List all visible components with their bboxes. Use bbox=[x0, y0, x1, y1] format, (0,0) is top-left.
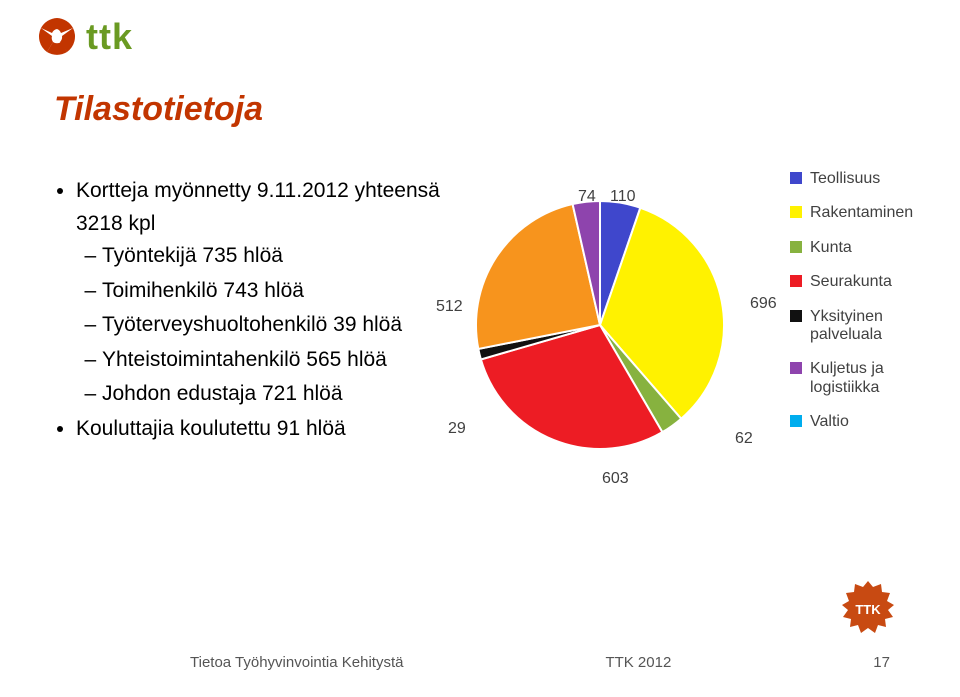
legend-swatch bbox=[790, 362, 802, 374]
legend-label: Valtio bbox=[810, 413, 849, 431]
legend-item: Yksityinen palveluala bbox=[790, 308, 940, 345]
legend-item: Kuljetus ja logistiikka bbox=[790, 360, 940, 397]
logo-icon bbox=[34, 14, 80, 60]
bullet-main-2: Kouluttajia koulutettu 91 hlöä bbox=[76, 413, 454, 446]
bullet-main-1: Kortteja myönnetty 9.11.2012 yhteensä 32… bbox=[76, 179, 440, 235]
footer-right: 17 bbox=[873, 654, 890, 671]
bullet-sub-1: Työntekijä 735 hlöä bbox=[102, 240, 454, 273]
pie-value-label: 29 bbox=[448, 420, 466, 438]
legend-label: Seurakunta bbox=[810, 273, 892, 291]
legend-label: Teollisuus bbox=[810, 170, 880, 188]
legend-swatch bbox=[790, 415, 802, 427]
bullet-sub-5: Johdon edustaja 721 hlöä bbox=[102, 378, 454, 411]
legend-swatch bbox=[790, 206, 802, 218]
page-title: Tilastotietoja bbox=[54, 90, 263, 129]
legend-swatch bbox=[790, 241, 802, 253]
legend-label: Kuljetus ja logistiikka bbox=[810, 360, 940, 397]
bullet-sub-4: Yhteistoimintahenkilö 565 hlöä bbox=[102, 344, 454, 377]
body-text: Kortteja myönnetty 9.11.2012 yhteensä 32… bbox=[54, 175, 454, 447]
legend-item: Seurakunta bbox=[790, 273, 940, 291]
legend-label: Rakentaminen bbox=[810, 204, 913, 222]
pie-svg-holder bbox=[430, 170, 770, 495]
pie-value-label: 74 bbox=[578, 188, 596, 206]
svg-text:TTK: TTK bbox=[855, 602, 881, 617]
pie-svg bbox=[430, 170, 770, 490]
footer-center: TTK 2012 bbox=[605, 654, 671, 671]
pie-chart: 110 74 696 62 603 29 512 Teollisuus Rakentamine… bbox=[430, 170, 940, 490]
footer-left: Tietoa Työhyvinvointia Kehitystä bbox=[190, 654, 403, 671]
legend-swatch bbox=[790, 310, 802, 322]
legend-label: Yksityinen palveluala bbox=[810, 308, 940, 345]
legend-item: Teollisuus bbox=[790, 170, 940, 188]
bullet-sub-3: Työterveyshuoltohenkilö 39 hlöä bbox=[102, 309, 454, 342]
legend-item: Kunta bbox=[790, 239, 940, 257]
pie-value-label: 696 bbox=[750, 295, 777, 313]
footer-stamp-icon: TTK bbox=[838, 579, 898, 639]
legend-swatch bbox=[790, 275, 802, 287]
pie-value-label: 603 bbox=[602, 470, 629, 488]
footer: Tietoa Työhyvinvointia Kehitystä TTK 201… bbox=[0, 654, 960, 671]
legend-label: Kunta bbox=[810, 239, 852, 257]
legend-item: Rakentaminen bbox=[790, 204, 940, 222]
pie-value-label: 512 bbox=[436, 298, 463, 316]
pie-value-label: 62 bbox=[735, 430, 753, 448]
legend-item: Valtio bbox=[790, 413, 940, 431]
logo-text: ttk bbox=[86, 16, 133, 58]
logo: ttk bbox=[34, 14, 133, 60]
legend-swatch bbox=[790, 172, 802, 184]
bullet-sub-2: Toimihenkilö 743 hlöä bbox=[102, 275, 454, 308]
pie-value-label: 110 bbox=[610, 188, 636, 206]
legend: Teollisuus Rakentaminen Kunta Seurakunta Yks… bbox=[790, 170, 940, 448]
